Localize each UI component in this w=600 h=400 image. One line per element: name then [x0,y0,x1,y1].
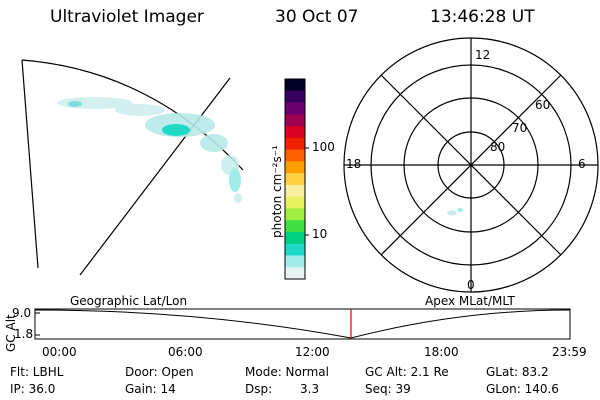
limb-left-edge [21,59,39,269]
aurora-emission [57,97,242,203]
apex-label: Apex MLat/MLT [425,294,515,308]
door-info: Door: Open [125,365,194,379]
x-tick-1200: 12:00 [295,345,330,359]
polar-mlat-mlt-plot [343,37,599,293]
x-tick-2359: 23:59 [552,345,587,359]
mlat-label-60: 60 [535,98,551,112]
geographic-image-panel [21,59,244,276]
seq-info: Seq: 39 [365,382,411,396]
altitude-curve-ascent [34,309,352,339]
colorbar-unit-label: photon cm⁻²s⁻¹ [270,145,284,238]
colorbar-swatch [285,137,305,151]
observation-time: 13:46:28 UT [430,7,535,27]
gain-info: Gain: 14 [125,382,176,396]
mlat-label-80: 80 [490,140,506,154]
colorbar-label-10: 10 [312,227,328,241]
x-tick-1800: 18:00 [424,345,459,359]
colorbar-swatch [285,102,305,115]
geographic-label: Geographic Lat/Lon [70,294,188,308]
filter-info: Flt: LBHL [10,365,64,379]
glon-info: GLon: 140.6 [486,382,559,396]
colorbar-label-100: 100 [312,140,335,154]
mlat-label-70: 70 [512,121,528,135]
mlt-label-0: 0 [467,278,475,292]
colorbar-swatch [285,184,305,198]
observation-date: 30 Oct 07 [275,7,359,27]
colorbar-swatch [285,243,305,256]
colorbar-swatch [285,220,305,233]
y-tick-9: 9.0 [12,306,32,320]
grid-line [79,77,231,276]
colorbar-swatch [285,173,305,186]
colorbar-swatch [285,196,305,209]
dsp-value: 3.3 [300,382,320,396]
mlt-label-6: 6 [578,157,586,171]
instrument-title: Ultraviolet Imager [50,7,204,27]
glat-info: GLat: 83.2 [486,365,549,379]
mlt-label-18: 18 [346,157,362,171]
colorbar-swatch [285,255,305,268]
ip-info: IP: 36.0 [10,382,56,396]
colorbar-swatch [285,90,305,104]
timeline-plot [34,308,571,340]
colorbar-swatch [285,161,305,174]
gc-alt-info: GC Alt: 2.1 Re [365,365,449,379]
mlt-label-12: 12 [475,48,491,62]
colorbar-swatch [285,208,305,221]
colorbar-swatch [285,114,305,127]
color-scale-bar [284,78,309,280]
dsp-label: Dsp: [245,382,273,396]
altitude-curve-descent [350,309,571,339]
polar-emission [447,208,463,216]
colorbar-swatch [285,149,305,162]
colorbar-swatch [285,79,305,92]
mode-info: Mode: Normal [245,365,329,379]
x-tick-0000: 00:00 [42,345,77,359]
y-tick-1-8: 1.8 [14,327,34,341]
colorbar-swatch [285,231,305,245]
x-tick-0600: 06:00 [168,345,203,359]
colorbar-swatch [285,267,305,280]
colorbar-swatch [285,126,305,139]
